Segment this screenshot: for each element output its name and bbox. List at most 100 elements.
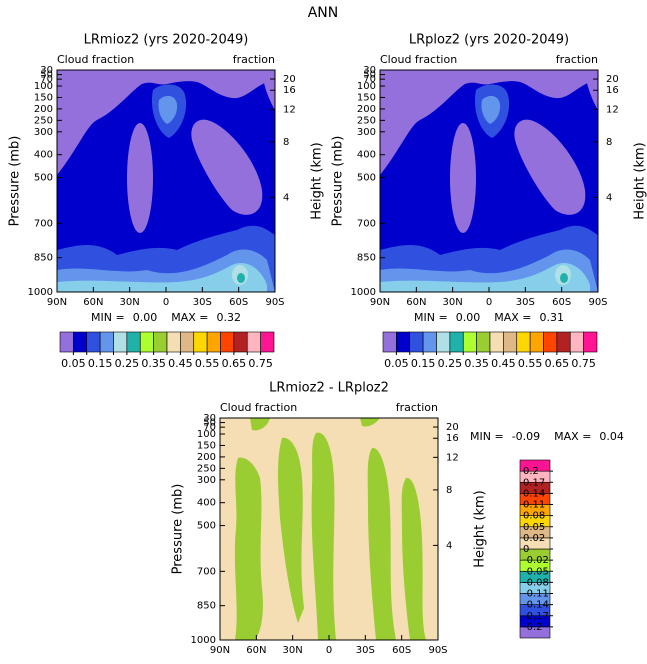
- y-tick-label: 500: [197, 521, 216, 532]
- colorbar-box: [583, 331, 598, 353]
- y-tick-label: 1000: [28, 287, 53, 298]
- y-tick-label: 50: [363, 70, 376, 81]
- colorbar-label: 0.15: [88, 357, 113, 370]
- colorbar-box: [166, 331, 181, 353]
- colorbar-label: -0.08: [523, 577, 549, 588]
- panel-title: LRploz2 (yrs 2020-2049): [409, 33, 569, 48]
- y-tick-label: 150: [197, 440, 216, 451]
- min-value: -0.09: [512, 430, 540, 443]
- colorbar-box: [59, 331, 74, 353]
- x-tick-label: 30S: [193, 297, 212, 308]
- x-tick-label: 90N: [370, 297, 390, 308]
- colorbar-box: [246, 331, 261, 353]
- variable-label: Cloud fraction: [380, 53, 457, 66]
- colorbar-label: 0.75: [571, 357, 596, 370]
- y-tick-label: 300: [34, 127, 53, 138]
- x-tick-label: 90S: [428, 645, 447, 656]
- y-tick-label: 70: [40, 74, 53, 85]
- units-label: fraction: [556, 53, 598, 66]
- y-tick-label: 1000: [351, 287, 376, 298]
- min-value: 0.00: [456, 311, 481, 324]
- max-label: MAX =: [171, 311, 208, 324]
- colorbar-label: -0.02: [523, 555, 549, 566]
- y-tick-label: 700: [357, 218, 376, 229]
- y-tick-label: 500: [357, 173, 376, 184]
- y-tick-label: 50: [203, 418, 216, 429]
- colorbar-box: [489, 331, 504, 353]
- y2-tick-label: 4: [446, 540, 452, 551]
- y2-tick-label: 20: [446, 422, 459, 433]
- colorbar-label: -0.05: [523, 566, 549, 577]
- y-axis-label: Pressure (mb): [8, 136, 23, 227]
- y2-tick-label: 8: [283, 137, 289, 148]
- x-tick-label: 30S: [516, 297, 535, 308]
- panel-title: LRmioz2 - LRploz2: [269, 381, 389, 396]
- x-tick-label: 60N: [246, 645, 266, 656]
- colorbar-box: [556, 331, 571, 353]
- y-tick-label: 100: [34, 81, 53, 92]
- y-tick-label: 850: [357, 253, 376, 264]
- y-tick-label: 100: [357, 81, 376, 92]
- y-tick-label: 850: [197, 601, 216, 612]
- y2-tick-label: 16: [446, 433, 459, 444]
- colorbar-box: [260, 331, 275, 353]
- colorbar-label: 0.14: [523, 488, 545, 499]
- colorbar-box: [436, 331, 451, 353]
- y-tick-label: 300: [357, 127, 376, 138]
- x-tick-label: 30N: [283, 645, 303, 656]
- x-tick-label: 60N: [406, 297, 426, 308]
- colorbar-box: [476, 331, 491, 353]
- y-tick-label: 250: [197, 463, 216, 474]
- y2-axis-label: Height (km): [310, 142, 325, 219]
- y2-tick-label: 8: [446, 485, 452, 496]
- y2-tick-label: 12: [283, 104, 296, 115]
- colorbar-box: [180, 331, 195, 353]
- figure-title: ANN: [308, 5, 339, 21]
- colorbar-box: [126, 331, 141, 353]
- y-tick-label: 400: [357, 150, 376, 161]
- y-tick-label: 1000: [191, 635, 216, 646]
- colorbar-box: [86, 331, 101, 353]
- y2-tick-label: 12: [606, 104, 619, 115]
- variable-label: Cloud fraction: [220, 401, 297, 414]
- y-tick-label: 150: [34, 92, 53, 103]
- colorbar-box: [139, 331, 154, 353]
- colorbar-box: [153, 331, 168, 353]
- y2-tick-label: 16: [283, 85, 296, 96]
- y-tick-label: 250: [34, 115, 53, 126]
- colorbar-box: [382, 331, 397, 353]
- max-value: 0.04: [599, 430, 624, 443]
- y-axis-label: Pressure (mb): [331, 136, 346, 227]
- colorbar-label: 0.75: [248, 357, 273, 370]
- colorbar-box: [220, 331, 235, 353]
- colorbar-box: [529, 331, 544, 353]
- contour-field: [380, 70, 598, 292]
- x-tick-label: 60N: [83, 297, 103, 308]
- y-tick-label: 400: [197, 498, 216, 509]
- colorbar-box: [99, 331, 114, 353]
- colorbar-box: [519, 459, 551, 472]
- x-tick-label: 90N: [47, 297, 67, 308]
- y-tick-label: 250: [357, 115, 376, 126]
- y2-tick-label: 20: [606, 74, 619, 85]
- contour-field: [220, 418, 438, 640]
- colorbar-label: 0.25: [115, 357, 140, 370]
- colorbar-label: 0.15: [411, 357, 436, 370]
- colorbar-label: 0.45: [491, 357, 516, 370]
- y-tick-label: 700: [34, 218, 53, 229]
- y-tick-label: 200: [357, 104, 376, 115]
- colorbar-label: -0.11: [523, 589, 549, 600]
- panel-title: LRmioz2 (yrs 2020-2049): [84, 33, 249, 48]
- colorbar-label: 0.08: [523, 511, 545, 522]
- min-label: MIN =: [91, 311, 125, 324]
- min-max: MIN = 0.00 MAX = 0.32: [91, 311, 241, 324]
- colorbar-box: [396, 331, 411, 353]
- y-tick-label: 100: [197, 429, 216, 440]
- x-tick-label: 30S: [356, 645, 375, 656]
- units-label: fraction: [233, 53, 275, 66]
- x-tick-label: 90S: [588, 297, 607, 308]
- x-tick-label: 0: [163, 297, 169, 308]
- colorbar-label: 0.45: [168, 357, 193, 370]
- colorbar-label: 0.11: [523, 500, 545, 511]
